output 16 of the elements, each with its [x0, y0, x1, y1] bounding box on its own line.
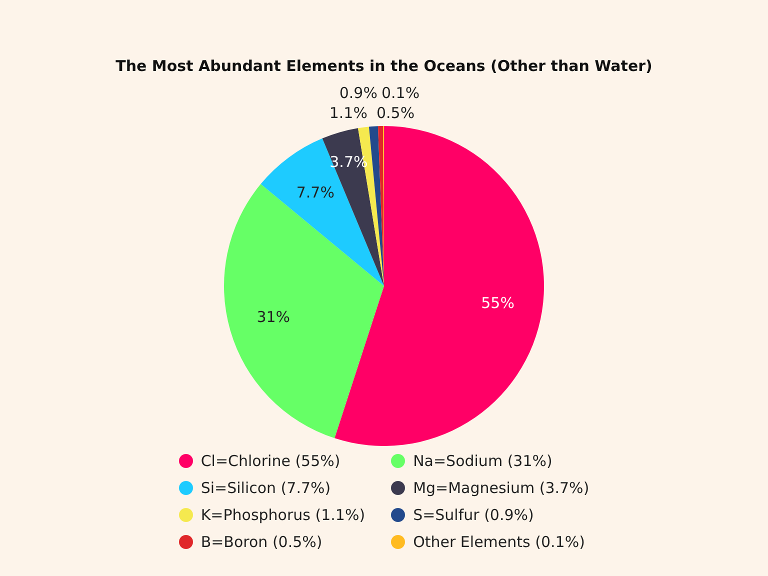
legend-label: B=Boron (0.5%)	[200, 533, 322, 551]
legend-label: K=Phosphorus (1.1%)	[200, 506, 366, 524]
legend-label: Mg=Magnesium (3.7%)	[413, 479, 590, 497]
legend-label: S=Sulfur (0.9%)	[413, 506, 534, 524]
legend-label: Other Elements (0.1%)	[413, 533, 585, 551]
legend-label: Na=Sodium (31%)	[413, 452, 552, 470]
legend-label: Cl=Chlorine (55%)	[200, 452, 340, 470]
legend-label: Si=Silicon (7.7%)	[200, 479, 331, 497]
data-label: 0.9%	[339, 84, 378, 102]
data-label: 7.7%	[296, 183, 334, 202]
chart-title: The Most Abundant Elements in the Oceans (Other than Water)	[116, 56, 652, 75]
data-label: 31%	[256, 308, 290, 326]
data-label: 1.1%	[329, 104, 368, 122]
data-label: 0.5%	[376, 104, 415, 122]
data-label: 0.1%	[381, 84, 420, 102]
data-label: 55%	[481, 294, 514, 312]
